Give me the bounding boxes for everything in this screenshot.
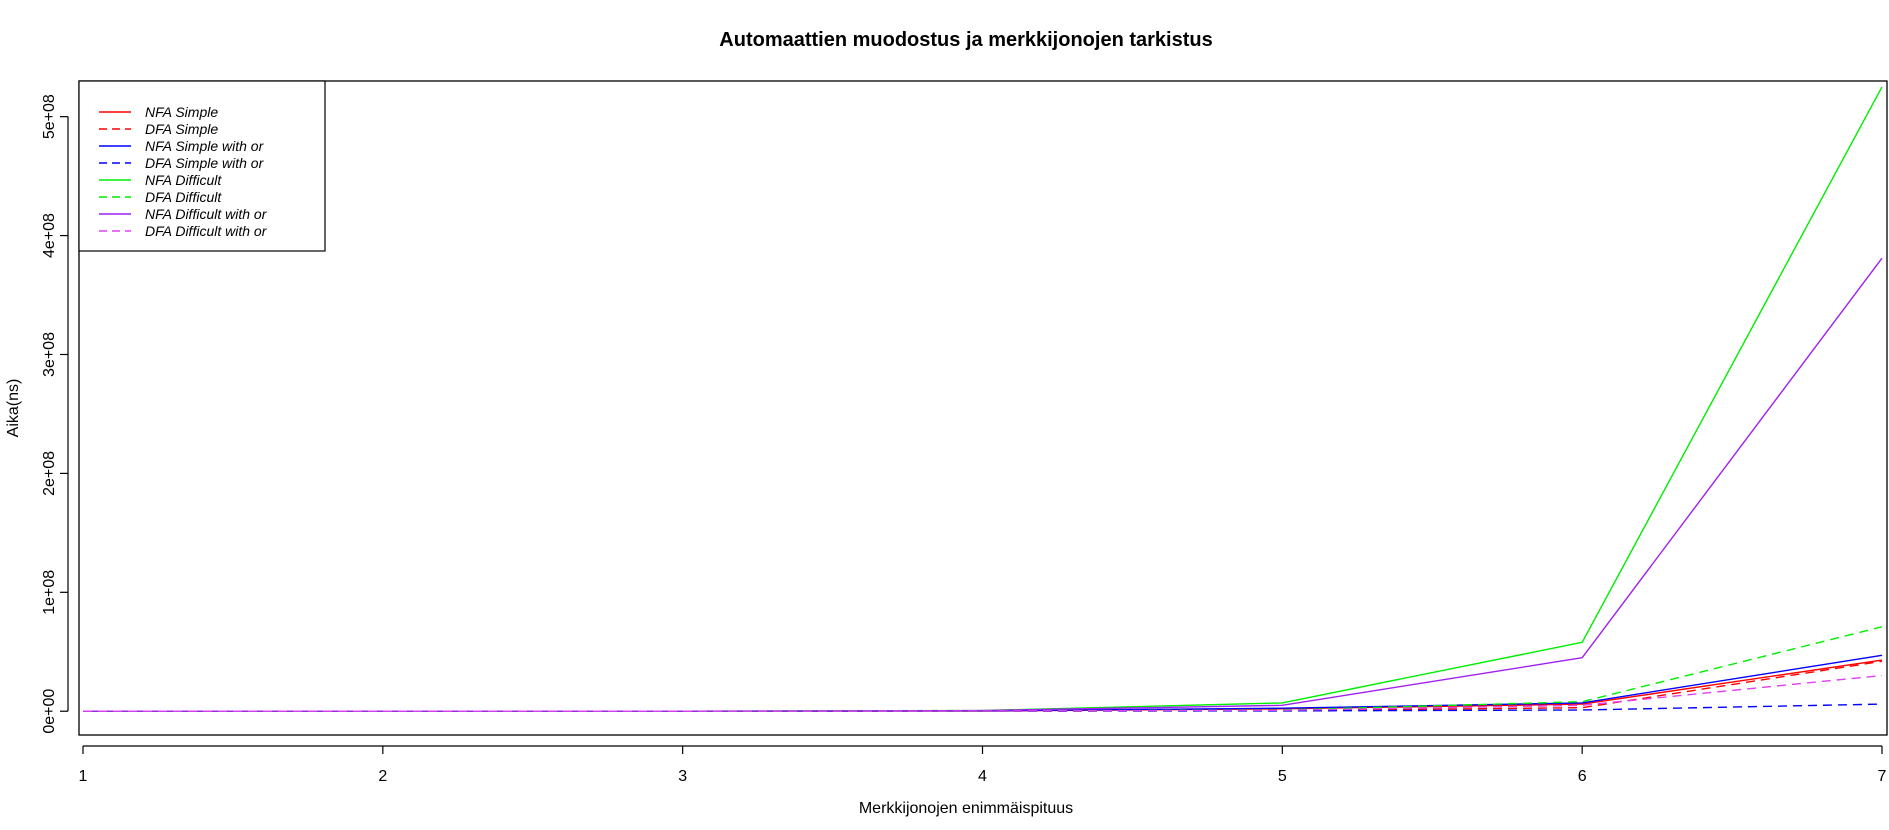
y-tick-label: 4e+08: [41, 213, 58, 258]
y-tick-label: 1e+08: [41, 570, 58, 615]
legend-label: DFA Difficult with or: [145, 223, 268, 239]
legend-label: DFA Simple: [145, 121, 218, 137]
legend-label: NFA Difficult: [145, 172, 222, 188]
series-line-2: [83, 660, 1883, 712]
x-tick-label: 1: [79, 768, 88, 785]
y-tick-label: 5e+08: [41, 94, 58, 139]
x-tick-label: 2: [378, 768, 387, 785]
series-layer: [83, 86, 1883, 712]
series-line-1: [83, 659, 1883, 712]
chart-title: Automaattien muodostus ja merkkijonojen …: [719, 29, 1212, 51]
legend-label: NFA Simple: [145, 104, 218, 120]
legend-label: DFA Simple with or: [145, 155, 265, 171]
series-line-3: [83, 654, 1883, 712]
axes-layer: 1 2 3 4 5 6 7 0e+00 1e+08 2e+08 3e+08 4e+08 5e+08: [41, 94, 1887, 785]
x-tick-label: 3: [678, 768, 687, 785]
x-axis-title: Merkkijonojen enimmäispituus: [859, 800, 1073, 817]
y-tick-label: 3e+08: [41, 332, 58, 377]
legend-label: DFA Difficult: [145, 189, 222, 205]
x-tick-label: 7: [1878, 768, 1887, 785]
series-line-7: [83, 257, 1883, 712]
x-tick-label: 6: [1578, 768, 1587, 785]
y-tick-label: 2e+08: [41, 451, 58, 496]
legend-label: NFA Difficult with or: [145, 206, 268, 222]
legend-box: [78, 80, 326, 252]
y-axis-title: Aika(ns): [5, 379, 22, 438]
y-tick-label: 0e+00: [41, 689, 58, 734]
x-tick-label: 5: [1278, 768, 1287, 785]
x-tick-label: 4: [978, 768, 987, 785]
plot-frame: [78, 80, 1888, 736]
series-line-8: [83, 674, 1883, 712]
legend-label: NFA Simple with or: [145, 138, 265, 154]
